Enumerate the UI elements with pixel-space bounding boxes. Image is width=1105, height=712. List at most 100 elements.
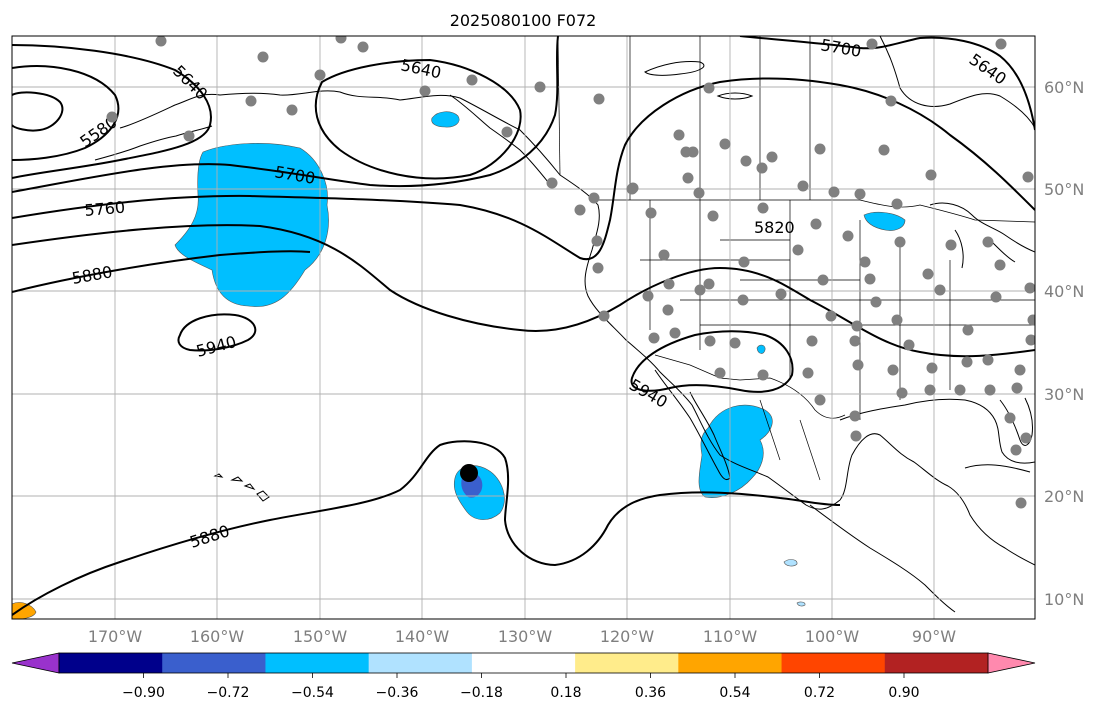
- station-dot: [756, 162, 768, 174]
- lat-label-20n: 20°N: [1044, 487, 1084, 506]
- station-dot: [682, 172, 694, 184]
- anomaly-region-gulf-of-alaska: [431, 111, 460, 128]
- station-dot: [357, 41, 369, 53]
- colorbar-tick-label: 0.90: [888, 685, 919, 701]
- colorbar-tick-label: −0.72: [207, 685, 250, 701]
- us-mexico-border: [654, 354, 846, 419]
- colorbar-tick-label: −0.36: [376, 685, 419, 701]
- lon-label-130w: 130°W: [498, 627, 553, 646]
- colorbar-segment: [781, 653, 886, 673]
- station-dot: [534, 81, 546, 93]
- station-dot: [155, 36, 167, 47]
- contour-label-5820: 5820: [754, 218, 795, 237]
- station-dot: [757, 369, 769, 381]
- station-dot: [1020, 432, 1032, 444]
- contour-5700-north: [739, 36, 1035, 131]
- map-frame: [11, 35, 1036, 620]
- station-dot: [719, 138, 731, 150]
- cuba-coastline: [964, 464, 1031, 473]
- aleutian-islands: [94, 125, 213, 161]
- station-dot: [714, 367, 726, 379]
- station-dot: [817, 274, 829, 286]
- station-dot: [466, 74, 478, 86]
- lat-label-10n: 10°N: [1044, 590, 1084, 609]
- station-dot: [825, 310, 837, 322]
- alaska-panhandle: [449, 94, 549, 183]
- colorbar-segment: [162, 653, 266, 673]
- station-dot: [1010, 444, 1022, 456]
- lon-label-90w: 90°W: [912, 627, 956, 646]
- colorbar-segment: [265, 653, 370, 673]
- station-dot: [961, 356, 973, 368]
- contour-5940-mexico: [630, 330, 794, 393]
- gulf-of-mexico-coastline: [839, 398, 1035, 464]
- contour-5640-west: [12, 44, 212, 179]
- station-dot: [663, 278, 675, 290]
- figure-title: 2025080100 F072: [450, 11, 597, 30]
- contour-5880-north: [12, 250, 311, 293]
- colorbar-tick-label: 0.54: [719, 685, 750, 701]
- colorbar-tick-label: 0.36: [635, 685, 666, 701]
- station-dot: [982, 236, 994, 248]
- arctic-island-outline-2: [716, 92, 754, 100]
- station-dot: [286, 104, 298, 116]
- lat-label-50n: 50°N: [1044, 180, 1084, 199]
- station-dot: [982, 354, 994, 366]
- contour-5580-closed: [12, 91, 64, 132]
- contour-5700-west: [12, 36, 559, 193]
- station-dot: [642, 290, 654, 302]
- station-dot: [737, 294, 749, 306]
- anomaly-region-mexico: [698, 404, 773, 498]
- canada-province-lines: [629, 36, 811, 200]
- station-dot: [814, 394, 826, 406]
- station-dot: [802, 367, 814, 379]
- station-dot: [864, 273, 876, 285]
- station-dot: [1015, 497, 1027, 509]
- anomaly-region-great-lakes: [863, 211, 906, 231]
- station-dot: [945, 239, 957, 251]
- station-dot: [662, 304, 674, 316]
- station-dot: [924, 384, 936, 396]
- colorbar-segments: [59, 653, 989, 673]
- station-dot: [658, 249, 670, 261]
- station-dot: [1024, 282, 1035, 294]
- station-dot: [738, 256, 750, 268]
- station-dot: [593, 93, 605, 105]
- station-dot: [806, 335, 818, 347]
- station-dot: [1022, 171, 1034, 183]
- gridlines: [12, 36, 1035, 619]
- central-america-coastline: [809, 504, 956, 613]
- map-panel: 5580 5640 5640 5640 5700 5700 5760 5820 …: [11, 35, 1036, 620]
- hawaiian-islands: [213, 473, 270, 502]
- colorbar-segment: [884, 653, 989, 673]
- station-dot: [850, 430, 862, 442]
- station-dot: [792, 244, 804, 256]
- station-dot: [994, 259, 1006, 271]
- colorbar-segment: [575, 653, 679, 673]
- station-dot: [926, 362, 938, 374]
- station-dot: [183, 130, 195, 142]
- lat-label-30n: 30°N: [1044, 385, 1084, 404]
- colorbar-extend-max: [987, 652, 1036, 674]
- storm-center-marker: [460, 464, 478, 482]
- map-background: [12, 36, 1035, 619]
- station-dot: [903, 339, 915, 351]
- station-dot: [588, 192, 600, 204]
- station-dot: [995, 38, 1007, 50]
- anomaly-region-arizona: [756, 344, 766, 354]
- station-dot: [766, 151, 778, 163]
- colorbar-frame: [58, 652, 989, 674]
- colorbar-segment: [678, 653, 783, 673]
- colorbar-segment: [471, 653, 576, 673]
- latitude-labels: 60°N 50°N 40°N 30°N 20°N 10°N: [1044, 78, 1084, 609]
- station-dot: [797, 180, 809, 192]
- arctic-island-outline: [644, 61, 705, 76]
- lon-label-160w: 160°W: [190, 627, 245, 646]
- station-dot: [849, 335, 861, 347]
- station-dot: [546, 177, 558, 189]
- station-dot: [703, 82, 715, 94]
- station-dot: [598, 310, 610, 322]
- station-dot: [1027, 314, 1035, 326]
- station-dot: [257, 51, 269, 63]
